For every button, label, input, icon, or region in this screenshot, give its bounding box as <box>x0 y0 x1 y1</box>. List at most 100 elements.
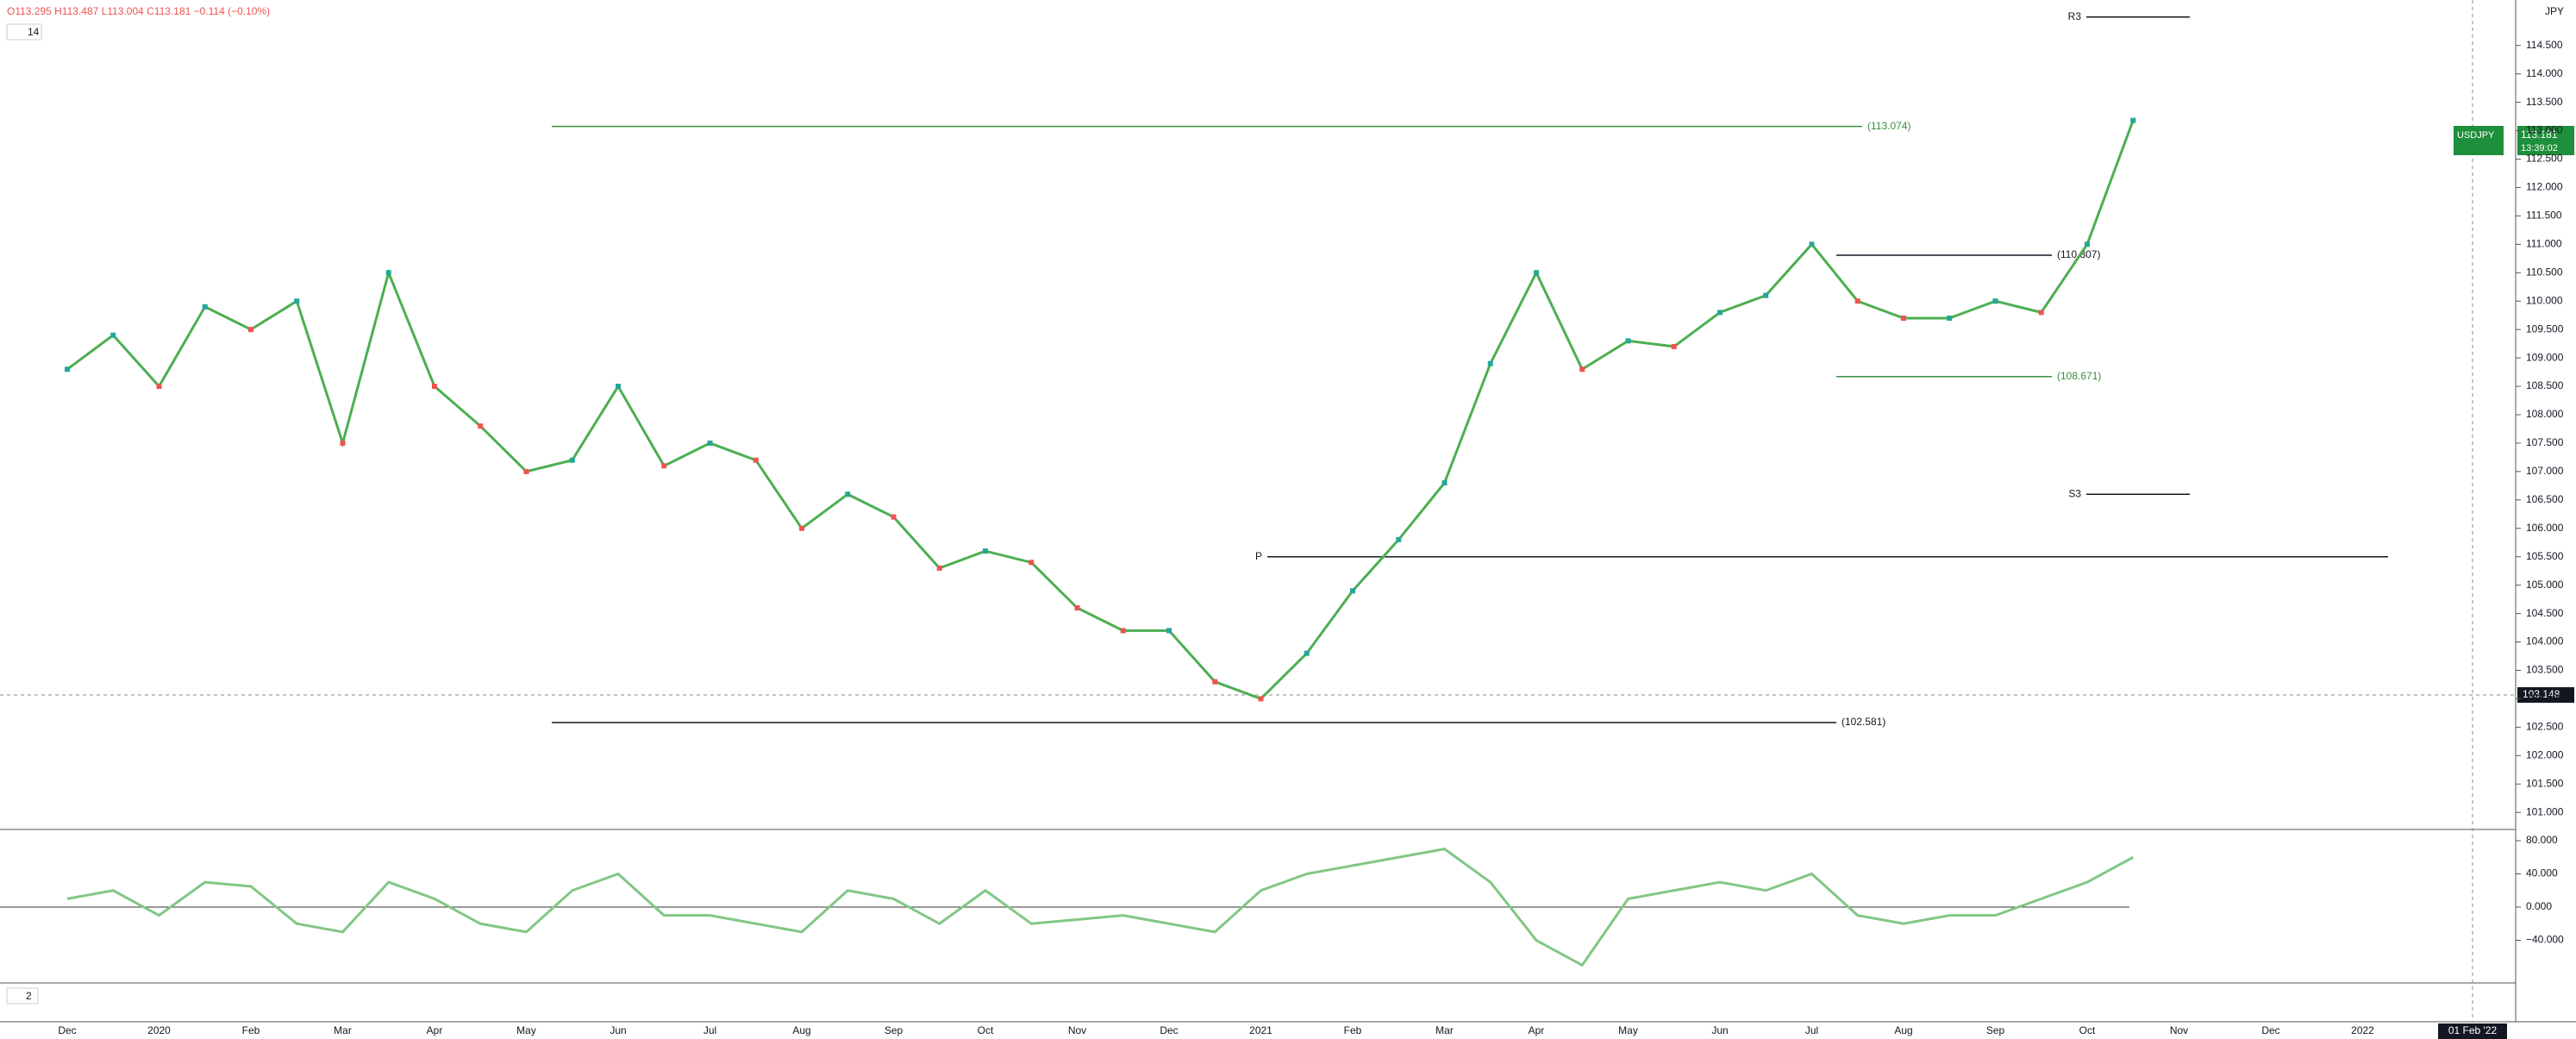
y-tick-label: 110.500 <box>2526 266 2563 278</box>
y-tick-label: 104.000 <box>2526 635 2564 648</box>
x-tick-label: Mar <box>1435 1024 1454 1036</box>
close-marker <box>385 270 391 276</box>
y-tick-label: 112.500 <box>2526 153 2563 165</box>
price-tag <box>2517 126 2574 155</box>
length-box[interactable] <box>6 23 42 41</box>
close-marker <box>1809 241 1815 247</box>
y-tick-label: 111.500 <box>2526 210 2562 222</box>
close-marker <box>936 565 942 571</box>
level-label: R3 <box>2068 10 2082 22</box>
close-marker <box>1074 605 1080 611</box>
x-tick-label: May <box>516 1024 536 1036</box>
x-tick-label: 2021 <box>1249 1024 1272 1036</box>
length: 14 <box>28 26 40 38</box>
close-marker <box>2038 310 2044 316</box>
close-marker <box>1901 315 1906 321</box>
y-tick-label: 105.000 <box>2526 579 2564 591</box>
y-tick-label: 103.000 <box>2526 692 2564 704</box>
currency[interactable]: JPY <box>2545 5 2564 17</box>
close-marker <box>110 332 116 338</box>
x-tick-label: Jul <box>703 1024 716 1036</box>
x-tick-label: Aug <box>1894 1024 1912 1036</box>
x-tick-label: Nov <box>1068 1024 1086 1036</box>
close-marker <box>1166 628 1172 634</box>
y-tick-label: 106.000 <box>2526 522 2564 534</box>
level-label: (102.581) <box>1841 716 1885 728</box>
x-tick-label: Sep <box>1986 1024 2005 1036</box>
x-tick-label: Oct <box>978 1024 994 1036</box>
y-tick-label: 106.500 <box>2526 493 2564 505</box>
close-marker <box>2130 117 2136 123</box>
y-tick-label: 103.500 <box>2526 664 2564 676</box>
close-marker <box>845 491 851 498</box>
crosshair-price: 103.148 <box>2523 688 2560 700</box>
y-tick-label: 114.000 <box>2526 67 2563 79</box>
close-marker <box>1625 338 1631 344</box>
series-line <box>66 120 2135 701</box>
close-marker <box>523 468 529 474</box>
close-marker <box>1029 560 1035 566</box>
close-marker <box>432 384 437 390</box>
close-marker <box>661 463 667 469</box>
level-label: P <box>1255 550 1262 562</box>
y-tick-label: 104.500 <box>2526 607 2564 619</box>
y-tick-label: −40.000 <box>2526 934 2564 946</box>
y-tick-label: 112.000 <box>2526 181 2563 193</box>
x-tick-label: 2022 <box>2351 1024 2374 1036</box>
crosshair-date: 01 Feb '22 <box>2448 1024 2498 1036</box>
y-tick-label: 113.500 <box>2526 96 2563 108</box>
y-tick-label: 0.000 <box>2526 900 2552 912</box>
y-tick-label: 105.500 <box>2526 550 2564 562</box>
countdown: 13:39:02 <box>2521 143 2558 153</box>
close-marker <box>1441 480 1447 486</box>
close-marker <box>1120 628 1126 634</box>
close-marker <box>248 327 253 333</box>
close-marker <box>1487 360 1493 366</box>
x-tick-label: Feb <box>1344 1024 1362 1036</box>
close-marker <box>340 440 346 446</box>
x-tick-label: Dec <box>58 1024 76 1036</box>
close-marker <box>1763 292 1769 298</box>
x-tick-label: Jul <box>1805 1024 1818 1036</box>
level-label: (113.074) <box>1867 120 1910 132</box>
x-tick-label: Mar <box>334 1024 352 1036</box>
y-tick-label: 107.500 <box>2526 436 2564 448</box>
x-tick-label: Jun <box>610 1024 626 1036</box>
y-tick-label: 101.000 <box>2526 805 2564 817</box>
y-tick-label: 110.000 <box>2526 294 2563 306</box>
close-marker <box>1304 650 1310 656</box>
crosshair-date-tag <box>2438 1023 2507 1039</box>
close-marker <box>1534 270 1539 276</box>
y-tick-label: 114.500 <box>2526 39 2563 51</box>
x-tick-label: Sep <box>885 1024 903 1036</box>
last-price: 113.181 <box>2521 128 2558 141</box>
close-marker <box>478 423 484 429</box>
close-marker <box>294 298 300 304</box>
close-marker <box>1258 696 1264 702</box>
y-tick-label: 107.000 <box>2526 465 2564 477</box>
crosshair-price-tag <box>2517 687 2574 703</box>
x-tick-label: May <box>1618 1024 1638 1036</box>
x-tick-label: Feb <box>242 1024 260 1036</box>
close-marker <box>1992 298 1998 304</box>
osc-length-box[interactable] <box>6 987 39 1005</box>
y-tick-label: 113.000 <box>2526 124 2563 136</box>
y-tick-label: 111.000 <box>2526 237 2562 249</box>
close-marker <box>1350 588 1355 594</box>
x-tick-label: Nov <box>2170 1024 2188 1036</box>
y-tick-label: 109.500 <box>2526 322 2564 335</box>
close-marker <box>1579 366 1585 372</box>
ohlc-legend: O113.295 H113.487 L113.004 C113.181 −0.1… <box>7 5 270 17</box>
symbol: USDJPY <box>2457 130 2495 141</box>
close-marker <box>753 457 759 463</box>
level-label: S3 <box>2068 487 2081 499</box>
close-marker <box>1396 536 1402 542</box>
close-marker <box>707 440 713 446</box>
close-marker <box>2085 241 2090 247</box>
level-label: (108.671) <box>2057 370 2101 382</box>
close-marker <box>1947 315 1953 321</box>
x-tick-label: Dec <box>2261 1024 2279 1036</box>
close-marker <box>202 304 208 310</box>
x-tick-label: 2020 <box>147 1024 171 1036</box>
